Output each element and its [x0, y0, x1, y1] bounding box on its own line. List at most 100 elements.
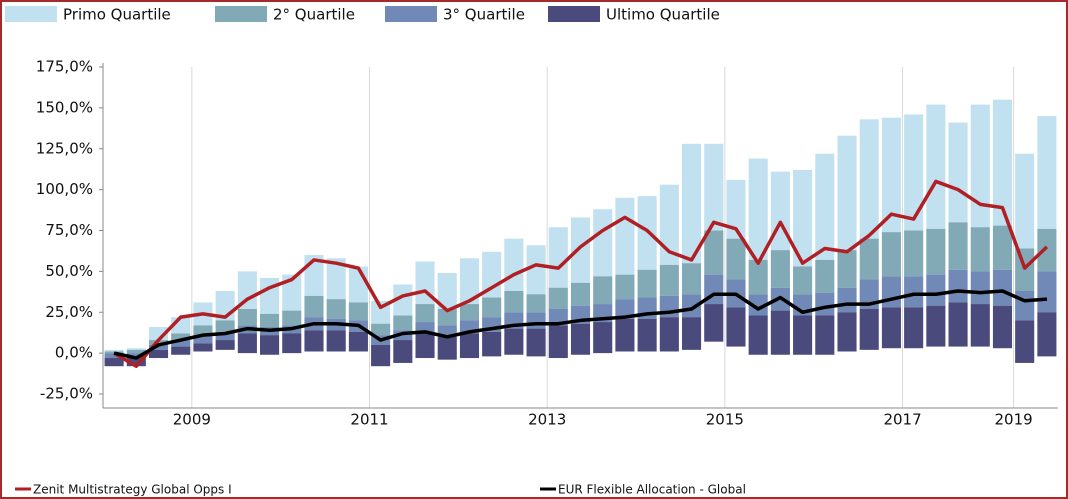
bar-segment — [1015, 153, 1035, 249]
bar-segment — [681, 263, 702, 295]
bar-segment — [1037, 271, 1057, 313]
bar-segment — [637, 196, 657, 270]
bar-segment — [482, 297, 502, 318]
y-tick-label: 100,0% — [36, 180, 93, 198]
bar-segment — [926, 274, 946, 306]
bar-segment — [393, 284, 413, 316]
bar-segment — [948, 302, 968, 347]
bar-segment — [837, 250, 857, 288]
y-tick-label: -25,0% — [40, 385, 93, 403]
bar-segment — [837, 287, 857, 313]
bar-segment — [793, 315, 813, 355]
bar-segment — [348, 302, 368, 321]
bar-segment — [260, 335, 280, 355]
bar-segment — [304, 295, 324, 318]
bar-segment — [437, 273, 457, 309]
legend-label: Primo Quartile — [63, 6, 171, 24]
bar-segment — [148, 349, 169, 359]
bar-segment — [615, 318, 635, 352]
bar-segment — [615, 274, 635, 300]
bar-segment — [304, 330, 324, 352]
bar-segment — [504, 290, 524, 313]
bar-segment — [881, 307, 901, 349]
bar-segment — [171, 333, 191, 341]
legend-swatch — [5, 6, 57, 22]
y-tick-label: 125,0% — [36, 139, 93, 157]
bar-segment — [526, 245, 546, 295]
bar-segment — [815, 259, 835, 293]
y-tick-label: 0,0% — [55, 344, 93, 362]
legend-label: 2° Quartile — [273, 6, 355, 24]
bar-segment — [837, 135, 857, 251]
bar-segment — [593, 276, 613, 305]
x-tick-label: 2017 — [883, 411, 921, 429]
bar-segment — [770, 250, 790, 288]
bar-segment — [459, 258, 480, 305]
bar-segment — [904, 114, 924, 231]
bar-segment — [171, 346, 191, 355]
bar-segment — [926, 104, 946, 229]
bar-segment — [859, 238, 879, 280]
bar-segment — [992, 225, 1013, 270]
bar-segment — [704, 143, 724, 231]
bar-segment — [548, 227, 568, 288]
bar-segment — [237, 308, 257, 326]
bar-segment — [237, 271, 257, 309]
bar-segment — [282, 310, 302, 326]
bar-segment — [726, 238, 746, 280]
bar-segment — [282, 333, 302, 354]
x-tick-label: 2015 — [706, 411, 744, 429]
bar-segment — [1015, 290, 1035, 321]
bar-segment — [260, 277, 280, 314]
bar-segment — [104, 349, 124, 352]
bar-segment — [104, 358, 124, 367]
bar-segment — [393, 340, 413, 363]
bar-segment — [1037, 228, 1057, 272]
bar-segment — [437, 308, 457, 326]
bar-segment — [948, 269, 968, 303]
bar-segment — [326, 258, 346, 300]
bar-segment — [593, 209, 613, 277]
y-tick-label: 75,0% — [45, 221, 93, 239]
bar-segment — [681, 317, 702, 350]
legend-swatch — [215, 6, 267, 22]
y-tick-label: 150,0% — [36, 98, 93, 116]
legend-label: Zenit Multistrategy Global Opps I — [33, 483, 232, 497]
bar-segment — [104, 353, 124, 359]
bar-segment — [570, 282, 591, 306]
bar-segment — [482, 331, 502, 357]
bar-segment — [570, 217, 591, 283]
y-tick-label: 50,0% — [45, 262, 93, 280]
line — [113, 289, 1048, 360]
line — [113, 179, 1049, 368]
bar-segment — [371, 323, 391, 336]
bar-segment — [104, 351, 124, 354]
bar-segment — [926, 305, 946, 347]
bar-segment — [348, 331, 368, 352]
bar-segment — [904, 230, 924, 277]
bar-segment — [215, 340, 235, 350]
bar-segment — [748, 315, 768, 355]
bar-segment — [859, 119, 879, 239]
bar-segment — [215, 331, 235, 341]
bar-segment — [948, 122, 968, 223]
bar-segment — [748, 158, 768, 260]
legend-swatch — [385, 6, 437, 22]
bar-segment — [526, 312, 546, 329]
bar-segment — [815, 292, 835, 316]
bar-segment — [459, 333, 480, 359]
bar-segment — [948, 222, 968, 270]
bar-segment — [859, 308, 879, 350]
legend-label: EUR Flexible Allocation - Global — [558, 483, 746, 497]
bar-segment — [215, 320, 235, 332]
bar-segment — [593, 322, 613, 354]
bar-segment — [970, 227, 990, 272]
bar-segment — [126, 353, 146, 357]
bar-segment — [881, 232, 901, 277]
bar-segment — [748, 259, 768, 295]
bar-segment — [1037, 116, 1057, 229]
bar-segment — [659, 317, 679, 352]
bar-segment — [615, 197, 635, 275]
bar-segment — [526, 328, 546, 357]
bar-segment — [437, 325, 457, 337]
